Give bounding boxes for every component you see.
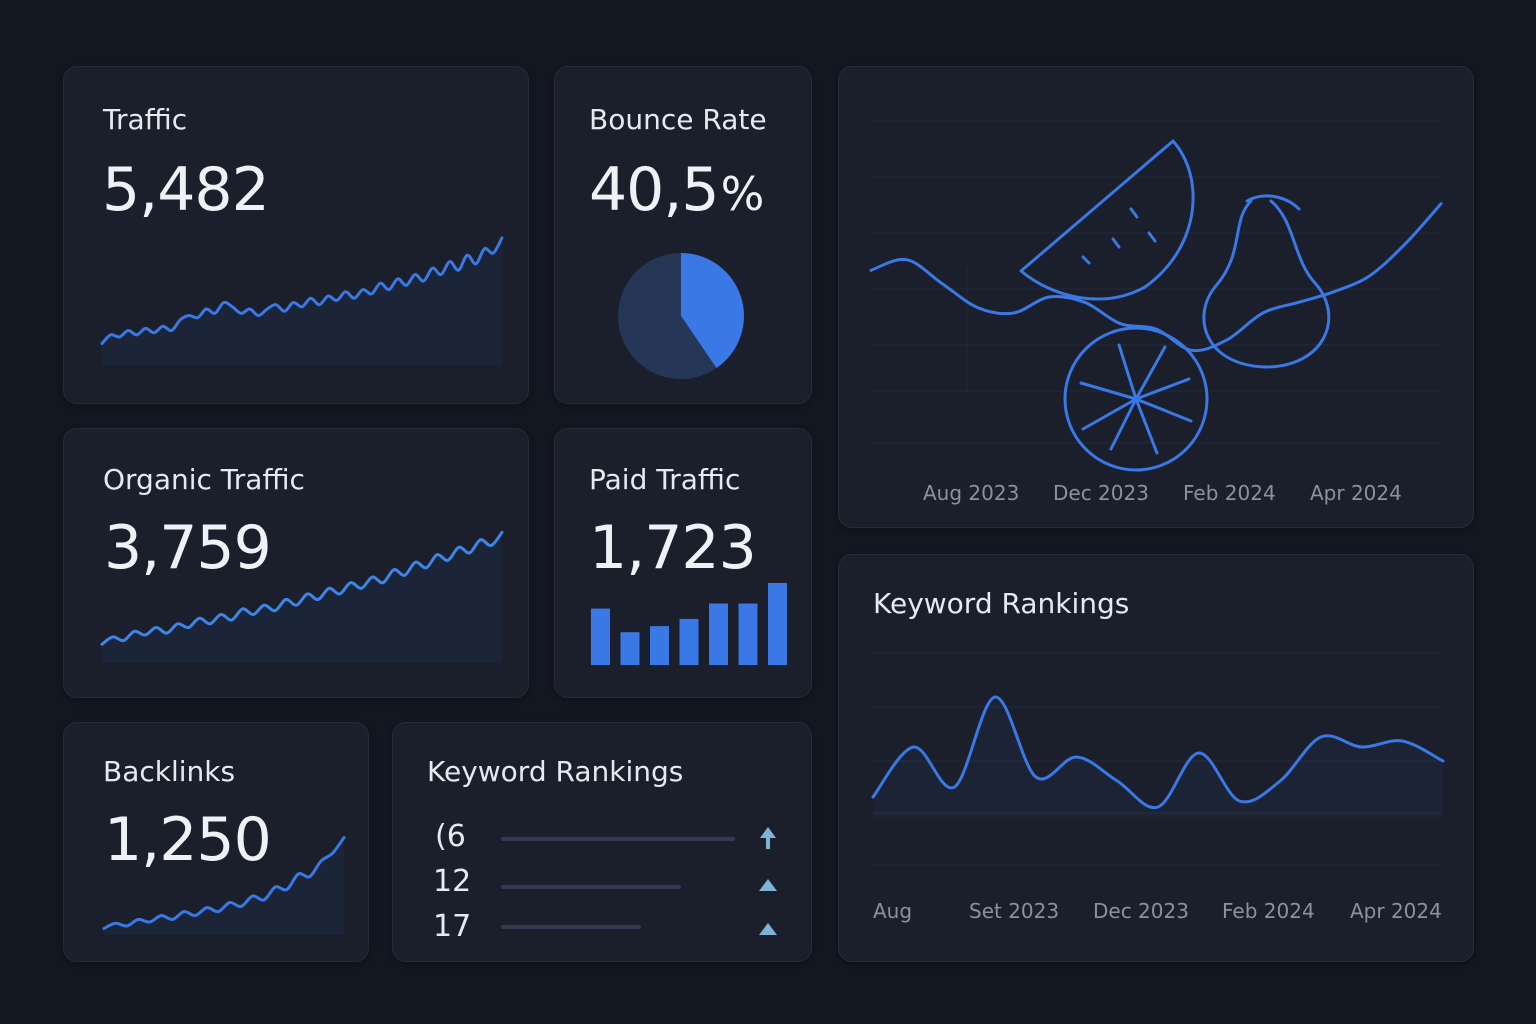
line-area bbox=[102, 532, 502, 663]
keyword-rankings-line bbox=[871, 695, 1445, 817]
fruit-illustration-chart-card[interactable]: Aug 2023 Dec 2023 Feb 2024 Apr 2024 bbox=[838, 66, 1474, 528]
watermelon-icon bbox=[1019, 139, 1195, 301]
x-axis-label: Feb 2024 bbox=[1183, 481, 1276, 505]
rank-bar bbox=[501, 925, 642, 929]
rank-bar bbox=[501, 837, 735, 841]
x-axis-label: Apr 2024 bbox=[1310, 481, 1402, 505]
x-axis-label: Aug 2023 bbox=[923, 481, 1020, 505]
keyword-rankings-chart-card[interactable]: Keyword Rankings Aug Set 2023 Dec 2023 F… bbox=[838, 554, 1474, 962]
line-area bbox=[102, 237, 502, 365]
triangle-up-icon bbox=[759, 923, 777, 935]
bounce-rate-pie bbox=[618, 253, 745, 379]
keyword-chart-title: Keyword Rankings bbox=[873, 587, 1130, 620]
backlinks-card[interactable]: Backlinks 1,250 bbox=[63, 722, 369, 962]
bounce-rate-title: Bounce Rate bbox=[589, 103, 767, 136]
line-area bbox=[873, 696, 1443, 817]
citrus-icon bbox=[1063, 326, 1209, 472]
series-line bbox=[100, 236, 504, 345]
rank-number: 12 bbox=[433, 864, 472, 899]
bar bbox=[768, 583, 787, 665]
bar bbox=[709, 603, 728, 665]
triangle-up-icon bbox=[759, 879, 777, 891]
bounce-rate-number: 40,5 bbox=[589, 155, 720, 225]
bar bbox=[650, 626, 669, 665]
line-area bbox=[104, 837, 344, 935]
x-axis-label: Set 2023 bbox=[969, 899, 1060, 923]
bar bbox=[738, 603, 758, 665]
x-axis-label: Feb 2024 bbox=[1222, 899, 1315, 923]
series-line bbox=[871, 695, 1445, 810]
arrow-up-icon bbox=[760, 827, 776, 849]
x-axis-label: Dec 2023 bbox=[1053, 481, 1149, 505]
organic-traffic-title: Organic Traffic bbox=[103, 463, 305, 496]
traffic-value: 5,482 bbox=[102, 155, 270, 225]
paid-traffic-title: Paid Traffic bbox=[589, 463, 741, 496]
bounce-rate-unit: % bbox=[720, 167, 765, 221]
paid-traffic-bars bbox=[591, 583, 787, 665]
pie-slice bbox=[618, 253, 717, 379]
organic-traffic-sparkline bbox=[100, 530, 504, 663]
bar bbox=[620, 632, 640, 665]
backlinks-sparkline bbox=[102, 836, 346, 935]
paid-traffic-card[interactable]: Paid Traffic 1,723 bbox=[554, 428, 812, 698]
backlinks-value: 1,250 bbox=[104, 805, 272, 875]
traffic-title: Traffic bbox=[103, 103, 188, 136]
rank-bar bbox=[501, 885, 682, 889]
chart-gridlines bbox=[873, 652, 1441, 866]
organic-traffic-card[interactable]: Organic Traffic 3,759 bbox=[63, 428, 529, 698]
x-axis-label: Aug bbox=[873, 899, 913, 923]
paid-traffic-value: 1,723 bbox=[589, 513, 757, 583]
rank-number: 17 bbox=[433, 909, 472, 944]
bar bbox=[679, 618, 699, 665]
bounce-rate-value: 40,5% bbox=[589, 155, 765, 225]
series-line bbox=[869, 202, 1443, 353]
organic-traffic-value: 3,759 bbox=[104, 513, 272, 583]
keyword-list-title: Keyword Rankings bbox=[427, 755, 684, 788]
top-chart-line bbox=[869, 202, 1443, 353]
backlinks-title: Backlinks bbox=[103, 755, 236, 788]
pie-slice bbox=[681, 253, 745, 369]
keyword-rankings-list-card[interactable]: Keyword Rankings (6 12 17 bbox=[392, 722, 812, 962]
rank-number: (6 bbox=[435, 819, 466, 854]
bounce-rate-card[interactable]: Bounce Rate 40,5% bbox=[554, 66, 812, 404]
series-line bbox=[102, 836, 346, 930]
pear-icon bbox=[1202, 194, 1331, 369]
traffic-card[interactable]: Traffic 5,482 bbox=[63, 66, 529, 404]
x-axis-label: Apr 2024 bbox=[1350, 899, 1442, 923]
x-axis-label: Dec 2023 bbox=[1093, 899, 1189, 923]
bar bbox=[591, 608, 610, 665]
series-line bbox=[100, 530, 504, 646]
traffic-sparkline bbox=[100, 236, 504, 365]
